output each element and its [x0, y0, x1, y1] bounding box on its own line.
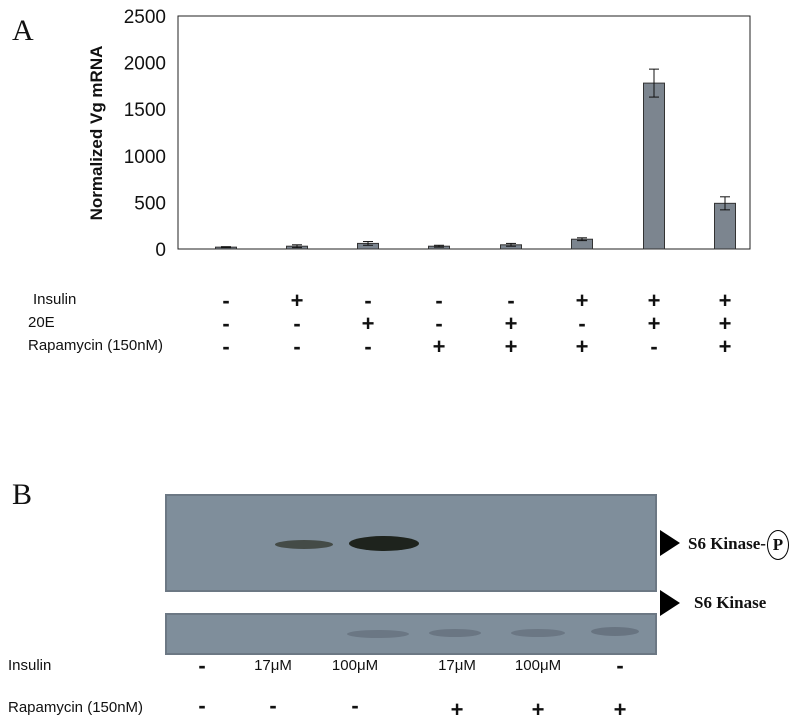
treatment-label: Insulin [33, 291, 77, 308]
b-rapamycin-value: - [269, 693, 277, 718]
panel-b-letter: B [12, 478, 33, 511]
treatment-sign: - [435, 288, 443, 313]
treatment-sign: + [432, 334, 446, 359]
b-insulin-value: 17μM [254, 657, 292, 674]
band-total-3 [347, 630, 409, 638]
y-tick-label: 2000 [124, 54, 166, 75]
treatment-sign: + [647, 311, 661, 336]
treatment-label: Rapamycin (150nM) [28, 337, 164, 354]
treatment-sign: - [435, 311, 443, 336]
band-17um [275, 540, 333, 549]
treatment-sign: + [504, 334, 518, 359]
arrow-total-s6k [660, 590, 680, 616]
arrow-phospho-s6k [660, 530, 680, 556]
y-tick-label: 1000 [124, 147, 166, 168]
b-insulin-value: - [616, 653, 624, 678]
y-tick-label: 1500 [124, 100, 166, 121]
treatment-sign: + [718, 311, 732, 336]
b-insulin-value: 100μM [331, 657, 379, 674]
band-total-6 [591, 627, 639, 636]
band-total-4 [429, 629, 481, 637]
treatment-sign: + [504, 311, 518, 336]
phospho-p-circle: P [766, 530, 789, 560]
b-insulin-label: Insulin [8, 657, 52, 674]
treatment-sign: + [575, 288, 589, 313]
bar [643, 82, 665, 250]
treatment-sign: - [650, 334, 658, 359]
bars [215, 68, 736, 250]
b-rapamycin-value: + [531, 697, 545, 722]
treatment-sign: + [718, 334, 732, 359]
treatment-label: 20E [28, 314, 55, 331]
treatment-sign: - [578, 311, 586, 336]
plot-frame [177, 15, 751, 250]
b-rapamycin-value: - [198, 693, 206, 718]
s6-kinase-p-label: S6 Kinase- P [688, 530, 789, 560]
treatment-sign: - [222, 311, 230, 336]
treatment-sign: - [222, 288, 230, 313]
b-rapamycin-label: Rapamycin (150nM) [8, 699, 144, 716]
treatment-sign: - [507, 288, 515, 313]
treatment-sign: + [575, 334, 589, 359]
y-tick-label: 500 [134, 193, 166, 214]
y-axis-label: Normalized Vg mRNA [87, 46, 106, 221]
vg-mrna-bar-chart: 0 500 1000 1500 2000 2500 Normalized Vg mRNA [87, 7, 751, 261]
y-tick-label: 0 [155, 240, 166, 261]
treatment-sign: - [222, 334, 230, 359]
treatment-sign: - [364, 334, 372, 359]
treatment-sign: - [293, 311, 301, 336]
b-rapamycin-value: + [613, 697, 627, 722]
treatment-sign: + [361, 311, 375, 336]
y-axis-ticks: 0 500 1000 1500 2000 2500 [124, 7, 166, 261]
b-rapamycin-value: + [450, 697, 464, 722]
b-insulin-value: - [198, 653, 206, 678]
total-s6k-blot [165, 613, 657, 655]
s6-kinase-label: S6 Kinase [694, 593, 767, 612]
b-insulin-value: 100μM [514, 657, 562, 674]
y-tick-label: 2500 [124, 7, 166, 28]
band-total-5 [511, 629, 565, 637]
treatment-sign: + [290, 288, 304, 313]
b-insulin-value: 17μM [438, 657, 476, 674]
band-100um [349, 536, 419, 551]
treatment-sign: - [364, 288, 372, 313]
phospho-s6k-blot [165, 494, 657, 592]
treatment-sign: - [293, 334, 301, 359]
treatment-sign: + [718, 288, 732, 313]
b-rapamycin-value: - [351, 693, 359, 718]
treatment-sign: + [647, 288, 661, 313]
panel-a-letter: A [12, 14, 34, 47]
